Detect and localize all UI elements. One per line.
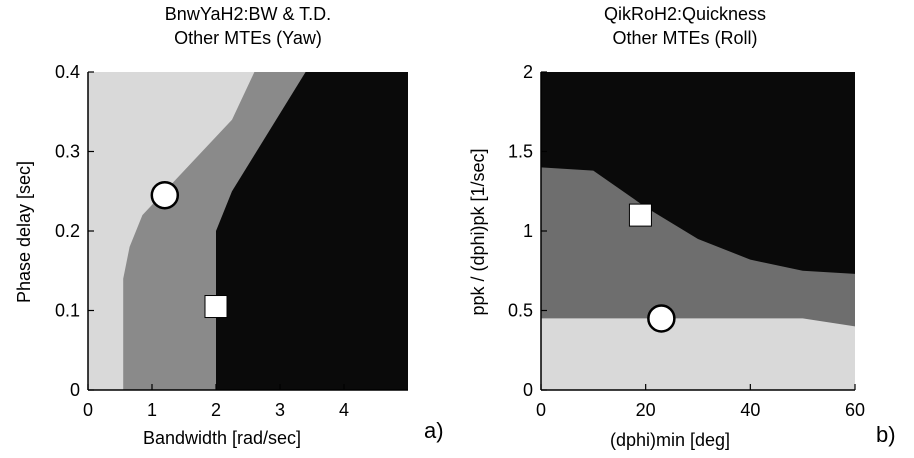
chart-panel-b: QikRoH2:Quickness Other MTEs (Roll) 0 20 4… — [468, 4, 896, 450]
chart-b-plot-area — [541, 72, 855, 390]
chart-a-ylabel: Phase delay [sec] — [14, 161, 34, 303]
chart-b-point-square — [628, 203, 652, 227]
chart-a-ytick-label: 0 — [70, 380, 80, 400]
chart-b-xtick-label: 40 — [740, 400, 760, 420]
chart-panel-a: BnwYaH2:BW & T.D. Other MTEs (Yaw) 0 1 2 3 4… — [14, 4, 444, 448]
chart-b-panel-label: b) — [876, 422, 896, 447]
chart-a-ticks: 0 1 2 3 4 0 0.1 0.2 0.3 0.4 — [55, 62, 408, 420]
chart-b-xtick-label: 0 — [536, 400, 546, 420]
chart-b-region-level1 — [541, 318, 855, 390]
chart-a-ytick-label: 0.1 — [55, 301, 80, 321]
chart-b-ytick-label: 1 — [523, 221, 533, 241]
chart-a-ytick-label: 0.4 — [55, 62, 80, 82]
chart-b-title: QikRoH2:Quickness — [604, 4, 766, 24]
chart-b-point-circle — [647, 304, 676, 333]
chart-b-ytick-label: 2 — [523, 62, 533, 82]
chart-a-xtick-label: 0 — [83, 400, 93, 420]
chart-b-xlabel: (dphi)min [deg] — [610, 430, 730, 450]
chart-a-xtick-label: 2 — [211, 400, 221, 420]
chart-b-ytick-label: 0 — [523, 380, 533, 400]
chart-a-xtick-label: 1 — [147, 400, 157, 420]
chart-a-title: BnwYaH2:BW & T.D. — [165, 4, 331, 24]
chart-b-xtick-label: 20 — [636, 400, 656, 420]
chart-a-plot-area — [88, 72, 408, 390]
chart-b-ytick-label: 1.5 — [508, 142, 533, 162]
chart-a-ytick-label: 0.2 — [55, 221, 80, 241]
chart-a-subtitle: Other MTEs (Yaw) — [174, 28, 322, 48]
chart-b-ticks: 0 20 40 60 0 0.5 1 1.5 2 — [508, 62, 865, 420]
chart-b-ylabel: ppk / (dphi)pk [1/sec] — [468, 148, 488, 315]
chart-a-panel-label: a) — [424, 418, 444, 443]
chart-b-ytick-label: 0.5 — [508, 301, 533, 321]
chart-a-point-square — [204, 295, 228, 319]
chart-b-subtitle: Other MTEs (Roll) — [612, 28, 757, 48]
chart-a-point-circle — [150, 180, 180, 210]
chart-b-xtick-label: 60 — [845, 400, 865, 420]
chart-a-region-level1 — [216, 72, 408, 390]
chart-a-xlabel: Bandwidth [rad/sec] — [143, 428, 301, 448]
chart-a-ytick-label: 0.3 — [55, 142, 80, 162]
chart-a-xtick-label: 4 — [339, 400, 349, 420]
chart-a-xtick-label: 3 — [275, 400, 285, 420]
